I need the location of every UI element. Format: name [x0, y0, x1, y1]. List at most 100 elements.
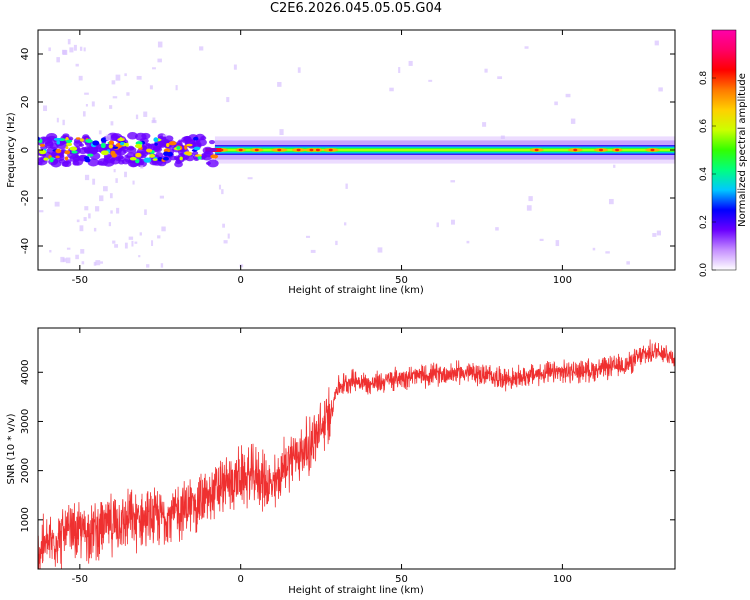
noise-speck: [450, 180, 456, 183]
noise-peak: [64, 150, 71, 155]
noise-blob: [46, 135, 57, 144]
spectral-peak-core: [238, 148, 243, 152]
noise-speck: [93, 227, 97, 232]
noise-peak: [49, 157, 54, 163]
spectral-peak-core: [309, 148, 314, 152]
noise-speck: [654, 40, 659, 46]
noise-blob: [145, 143, 151, 147]
noise-peak: [87, 153, 94, 157]
noise-peak: [193, 146, 201, 151]
noise-speck: [76, 219, 80, 223]
noise-peak: [120, 141, 125, 146]
noise-peak: [166, 143, 170, 148]
noise-speck: [128, 236, 134, 240]
noise-speck: [428, 79, 433, 82]
noise-peak: [64, 156, 69, 161]
noise-speck: [656, 230, 661, 236]
noise-speck: [239, 264, 244, 268]
noise-speck: [84, 92, 89, 95]
noise-speck: [227, 233, 230, 239]
noise-speck: [126, 92, 130, 96]
x-tick-label: 0: [237, 574, 243, 585]
noise-speck: [109, 193, 113, 199]
noise-peak: [168, 141, 177, 146]
noise-speck: [78, 75, 83, 81]
noise-speck: [124, 242, 128, 249]
noise-speck: [613, 164, 616, 168]
noise-speck: [605, 251, 610, 254]
noise-peak: [186, 143, 193, 147]
noise-speck: [79, 225, 84, 232]
noise-blob: [140, 153, 147, 159]
noise-speck: [555, 240, 560, 247]
noise-speck: [62, 50, 68, 55]
noise-speck: [62, 258, 67, 262]
y-tick-label: -20: [20, 190, 31, 206]
noise-speck: [138, 255, 141, 258]
spectral-peak-core: [296, 148, 301, 152]
noise-peak: [100, 137, 107, 143]
noise-speck: [152, 117, 156, 123]
noise-peak: [75, 137, 81, 140]
noise-peak: [108, 144, 114, 149]
x-tick-label: 50: [395, 574, 408, 585]
colorbar-gradient: [712, 30, 736, 270]
spectrogram-y-label: Frequency (Hz): [6, 112, 17, 188]
noise-speck: [84, 206, 89, 211]
noise-speck: [103, 186, 108, 192]
noise-speck: [146, 264, 150, 268]
noise-speck: [484, 68, 488, 73]
noise-peak: [195, 154, 202, 157]
noise-peak: [55, 155, 60, 159]
noise-speck: [62, 119, 65, 126]
noise-peak: [179, 156, 183, 161]
noise-peak: [100, 150, 109, 156]
noise-blob: [97, 161, 104, 166]
noise-blob: [95, 144, 103, 150]
noise-speck: [48, 47, 51, 52]
colorbar-tick-label: 0.8: [699, 71, 709, 86]
noise-blob: [127, 145, 135, 151]
noise-speck: [408, 60, 413, 66]
noise-blob: [62, 160, 72, 168]
noise-peak: [162, 156, 169, 161]
noise-blob: [123, 150, 128, 154]
noise-speck: [135, 114, 139, 120]
noise-speck: [658, 87, 663, 92]
x-tick-label: -50: [72, 275, 88, 286]
noise-speck: [157, 41, 163, 48]
noise-speck: [54, 201, 60, 207]
noise-speck: [132, 180, 135, 185]
spectral-peak-core: [615, 148, 620, 152]
noise-blob: [87, 158, 100, 167]
noise-peak: [176, 145, 181, 150]
noise-speck: [306, 235, 311, 238]
noise-speck: [83, 47, 86, 52]
noise-blob: [185, 154, 195, 162]
noise-blob: [110, 158, 116, 162]
noise-speck: [110, 210, 113, 214]
noise-peak: [110, 150, 116, 156]
noise-speck: [652, 233, 657, 237]
y-tick-label: 0: [20, 147, 31, 153]
noise-speck: [539, 238, 544, 241]
colorbar-frame: [711, 29, 737, 271]
noise-peak: [135, 152, 142, 158]
noise-speck: [157, 235, 161, 239]
noise-blob: [74, 154, 80, 159]
noise-speck: [152, 67, 156, 70]
noise-blob: [124, 154, 129, 158]
spectrogram-image: [38, 39, 675, 268]
noise-speck: [81, 261, 85, 265]
noise-peak: [163, 151, 170, 156]
noise-speck: [105, 134, 111, 141]
noise-speck: [56, 57, 60, 63]
noise-speck: [495, 227, 499, 231]
noise-speck: [161, 226, 166, 232]
noise-speck: [389, 87, 394, 92]
noise-speck: [157, 58, 162, 63]
noise-speck: [565, 93, 571, 98]
y-tick-label: 4000: [20, 360, 31, 385]
noise-speck: [95, 206, 100, 212]
